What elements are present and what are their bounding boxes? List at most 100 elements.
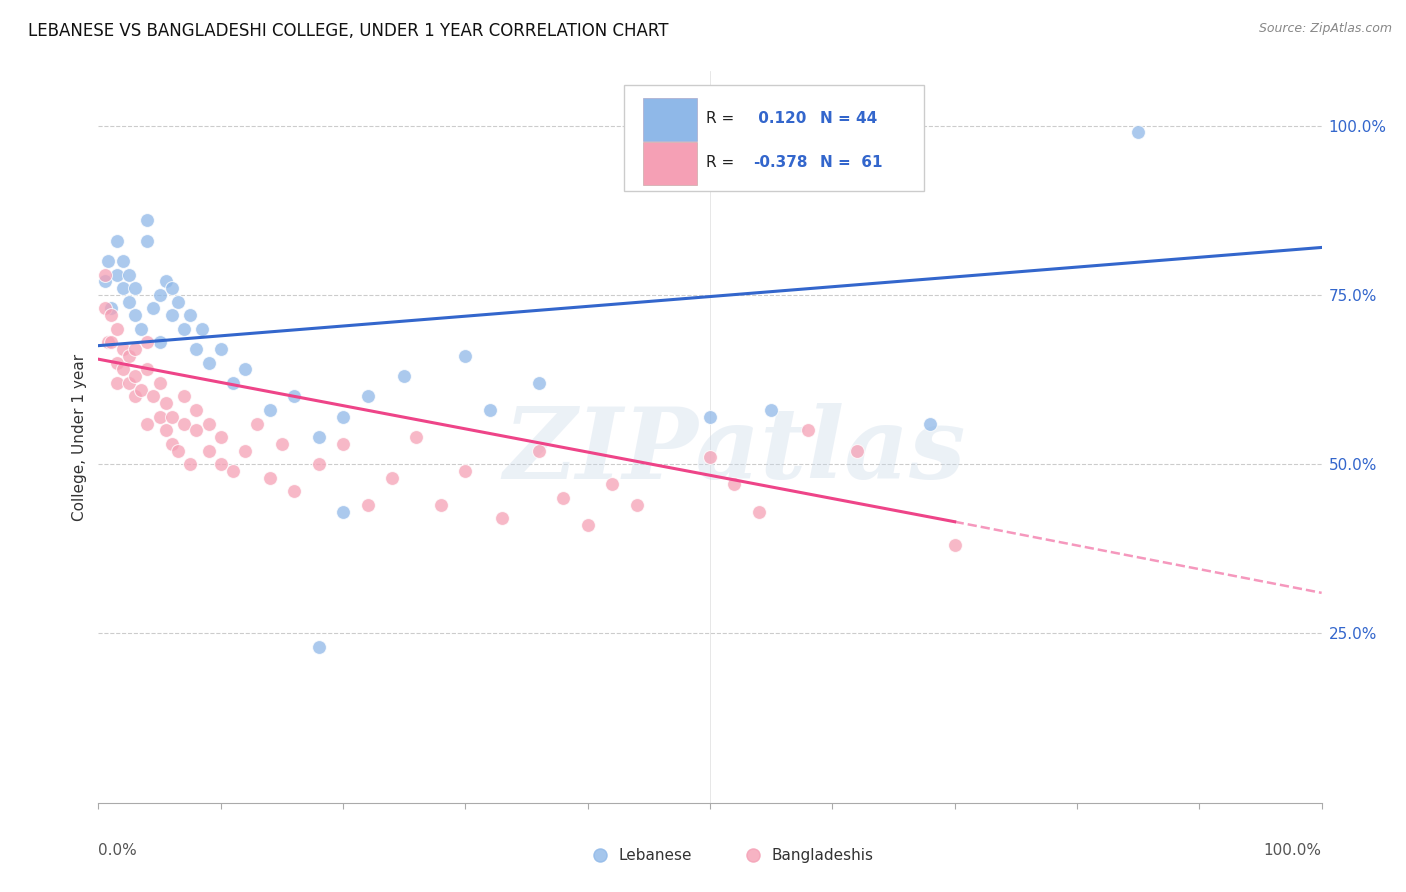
Point: [381, 471, 404, 485]
Point: [105, 234, 128, 248]
Point: [173, 417, 195, 431]
Point: [160, 281, 183, 295]
Point: [160, 437, 183, 451]
Point: [97, 254, 120, 268]
Text: Source: ZipAtlas.com: Source: ZipAtlas.com: [1258, 22, 1392, 36]
Point: [105, 355, 128, 369]
Point: [97, 335, 120, 350]
FancyBboxPatch shape: [624, 85, 924, 191]
Point: [454, 464, 477, 478]
Point: [478, 403, 501, 417]
Point: [259, 471, 281, 485]
Point: [93, 274, 115, 288]
Point: [155, 274, 177, 288]
Point: [259, 403, 281, 417]
Point: [118, 268, 141, 282]
Text: R =: R =: [706, 155, 740, 170]
Point: [283, 484, 305, 499]
Point: [576, 518, 599, 533]
Point: [197, 355, 219, 369]
Point: [246, 417, 269, 431]
Point: [149, 288, 172, 302]
Text: 0.0%: 0.0%: [98, 843, 138, 858]
Point: [491, 511, 513, 525]
Point: [761, 403, 783, 417]
Point: [100, 308, 122, 322]
FancyBboxPatch shape: [643, 98, 696, 141]
Point: [748, 505, 770, 519]
Point: [405, 430, 427, 444]
Point: [118, 294, 141, 309]
Point: [209, 342, 232, 356]
Point: [741, 845, 763, 859]
Text: Bangladeshis: Bangladeshis: [772, 848, 873, 863]
Point: [124, 369, 146, 384]
Point: [167, 443, 190, 458]
Text: 0.120: 0.120: [752, 112, 806, 127]
Point: [270, 437, 294, 451]
Point: [179, 457, 201, 471]
Point: [186, 342, 208, 356]
Point: [136, 213, 159, 227]
Point: [454, 349, 477, 363]
Point: [332, 409, 354, 424]
Point: [100, 335, 122, 350]
Point: [209, 457, 232, 471]
Point: [222, 376, 245, 390]
Point: [392, 369, 416, 384]
Text: 100.0%: 100.0%: [1264, 843, 1322, 858]
Point: [233, 443, 256, 458]
Point: [111, 281, 134, 295]
Point: [191, 322, 214, 336]
Point: [118, 349, 141, 363]
Point: [167, 294, 190, 309]
Point: [332, 505, 354, 519]
Point: [797, 423, 820, 437]
Point: [308, 457, 330, 471]
Text: ZIPatlas: ZIPatlas: [503, 403, 966, 500]
Point: [124, 342, 146, 356]
Point: [283, 389, 305, 403]
Point: [136, 335, 159, 350]
Point: [197, 443, 219, 458]
Point: [160, 308, 183, 322]
Point: [233, 362, 256, 376]
Point: [155, 423, 177, 437]
Point: [149, 409, 172, 424]
Point: [723, 477, 745, 491]
Point: [105, 376, 128, 390]
Point: [105, 268, 128, 282]
Point: [111, 342, 134, 356]
Point: [600, 477, 623, 491]
Point: [332, 437, 354, 451]
Point: [155, 396, 177, 410]
Text: R =: R =: [706, 112, 740, 127]
Text: N =  61: N = 61: [820, 155, 883, 170]
Point: [356, 389, 378, 403]
Point: [222, 464, 245, 478]
Point: [124, 308, 146, 322]
Point: [136, 417, 159, 431]
Text: N = 44: N = 44: [820, 112, 877, 127]
Point: [186, 403, 208, 417]
Point: [136, 234, 159, 248]
Point: [553, 491, 575, 505]
Point: [173, 322, 195, 336]
Point: [589, 845, 612, 859]
Point: [179, 308, 201, 322]
Point: [626, 498, 648, 512]
Point: [943, 538, 966, 552]
Point: [920, 417, 942, 431]
Point: [1128, 125, 1150, 139]
Point: [129, 383, 152, 397]
Point: [430, 498, 453, 512]
Point: [129, 322, 152, 336]
Point: [308, 640, 330, 654]
Point: [209, 430, 232, 444]
Point: [105, 322, 128, 336]
Point: [197, 417, 219, 431]
Point: [149, 376, 172, 390]
Point: [93, 301, 115, 316]
Text: -0.378: -0.378: [752, 155, 807, 170]
Point: [124, 389, 146, 403]
